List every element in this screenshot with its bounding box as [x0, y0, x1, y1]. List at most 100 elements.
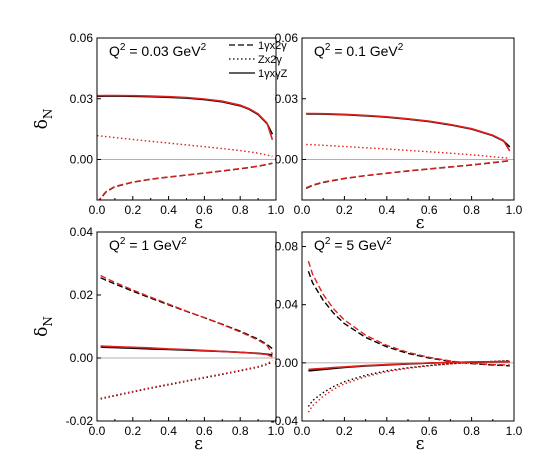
series-line-solid-red	[308, 360, 510, 371]
legend: 1γx2γ Zx2γ 1γxγZ	[229, 40, 288, 80]
x-tick-label: 0.8	[463, 203, 480, 217]
series-line-dashed-red	[98, 162, 273, 200]
series-line-dashed-black	[307, 271, 510, 367]
x-axis-label: ε	[416, 213, 425, 233]
y-tick-label: 0.08	[275, 240, 299, 254]
panel-title-part: 2	[325, 236, 331, 247]
x-tick-label: 1.0	[506, 424, 523, 438]
series-line-dashed-red	[307, 260, 510, 366]
panel-title-part: 2	[120, 42, 126, 53]
y-tick-label: 0.03	[70, 92, 94, 106]
y-tick-label: 0.06	[275, 31, 299, 45]
x-tick-label: 0.8	[463, 424, 480, 438]
legend-label: 1γx2γ	[258, 40, 287, 52]
series-group	[305, 112, 511, 189]
x-tick-label: 0.8	[232, 424, 249, 438]
panel-title-part: 2	[120, 236, 126, 247]
x-tick-label: 0.4	[378, 424, 395, 438]
x-tick-label: 0.6	[421, 203, 438, 217]
series-line-solid-red	[306, 112, 511, 152]
y-tick-label: 0.06	[70, 31, 94, 45]
x-tick-label: 0.0	[294, 203, 311, 217]
panel-title-part: Q	[109, 237, 120, 253]
panel-title-part: = 5 GeV	[330, 237, 386, 253]
series-group	[100, 274, 273, 400]
x-tick-label: 0.8	[232, 203, 249, 217]
y-tick-label: 0.02	[70, 288, 94, 302]
series-line-dashed-red	[100, 274, 273, 355]
x-tick-label: 0.6	[421, 424, 438, 438]
panel-title: Q2 = 0.1 GeV2	[314, 42, 404, 59]
panel-title-part: = 1 GeV	[125, 237, 181, 253]
x-tick-label: 0.6	[196, 203, 213, 217]
x-axis-label: ε	[416, 434, 425, 454]
series-line-dashed-black	[100, 277, 273, 350]
y-tick-label: 0.04	[275, 298, 299, 312]
plot-frame	[301, 231, 515, 422]
x-tick-label: 1.0	[268, 203, 285, 217]
x-tick-label: 0.2	[124, 203, 141, 217]
x-tick-label: 0.4	[378, 203, 395, 217]
y-tick-label: 0.03	[275, 92, 299, 106]
y-tick-label: 0.00	[275, 356, 299, 370]
legend-label: Zx2γ	[258, 54, 282, 66]
series-line-solid-red	[97, 94, 274, 140]
y-axis-label-sub: N	[41, 316, 55, 327]
y-tick-label: 0.00	[70, 153, 94, 167]
series-line-dotted-red	[97, 134, 273, 158]
series-line-dashed-black	[98, 162, 273, 200]
plot-frame	[96, 231, 277, 422]
panel-title: Q2 = 5 GeV2	[314, 236, 392, 253]
series-line-dotted-red	[306, 143, 510, 159]
series-group	[307, 260, 510, 413]
y-axis-label-sub: N	[41, 109, 55, 120]
x-tick-label: 0.0	[89, 424, 106, 438]
plot-frame	[96, 37, 277, 201]
y-tick-label: -0.04	[271, 414, 299, 428]
y-tick-label: 0.04	[70, 225, 94, 239]
x-tick-label: 0.2	[336, 203, 353, 217]
legend-label: 1γxγZ	[258, 68, 288, 80]
y-axis-label: δN	[32, 109, 55, 130]
x-tick-label: 1.0	[268, 424, 285, 438]
panel-title-part: Q	[314, 43, 325, 59]
panel-title-part: 2	[386, 236, 392, 247]
panel-title: Q2 = 0.03 GeV2	[109, 42, 207, 59]
y-axis-label: δN	[32, 316, 55, 337]
panel-title-part: = 0.1 GeV	[330, 43, 398, 59]
panel-title: Q2 = 1 GeV2	[109, 236, 187, 253]
x-tick-label: 1.0	[506, 203, 523, 217]
series-line-solid-black	[97, 95, 274, 135]
series-line-solid-red	[100, 345, 273, 358]
x-tick-label: 0.0	[294, 424, 311, 438]
y-tick-label: -0.02	[66, 414, 94, 428]
series-group	[97, 94, 274, 200]
y-axis-label-main: δ	[32, 327, 52, 337]
panel-title-part: 2	[398, 42, 404, 53]
panel-title-part: Q	[109, 43, 120, 59]
panel-title-part: 2	[201, 42, 207, 53]
y-tick-label: 0.00	[275, 153, 299, 167]
x-tick-label: 0.4	[160, 424, 177, 438]
series-line-dashed-black	[305, 160, 510, 189]
x-tick-label: 0.2	[336, 424, 353, 438]
x-tick-label: 0.2	[124, 424, 141, 438]
x-tick-label: 0.6	[196, 424, 213, 438]
series-line-solid-black	[100, 346, 273, 356]
panel-title-part: 2	[181, 236, 187, 247]
series-line-dashed-red	[305, 159, 510, 189]
series-line-dotted-red	[100, 359, 273, 399]
x-tick-label: 0.4	[160, 203, 177, 217]
x-tick-label: 0.0	[89, 203, 106, 217]
series-line-dotted-black	[100, 361, 273, 400]
x-axis-label: ε	[194, 213, 203, 233]
chart-panel-4: 0.0 0.2 0.4 0.6 0.8 1.0-0.040.000.040.08 Q2 = …	[271, 231, 523, 454]
y-tick-label: 0.00	[70, 351, 94, 365]
panel-title-part: = 0.03 GeV	[125, 43, 201, 59]
panel-title-part: 2	[325, 42, 331, 53]
x-axis-label: ε	[194, 434, 203, 454]
